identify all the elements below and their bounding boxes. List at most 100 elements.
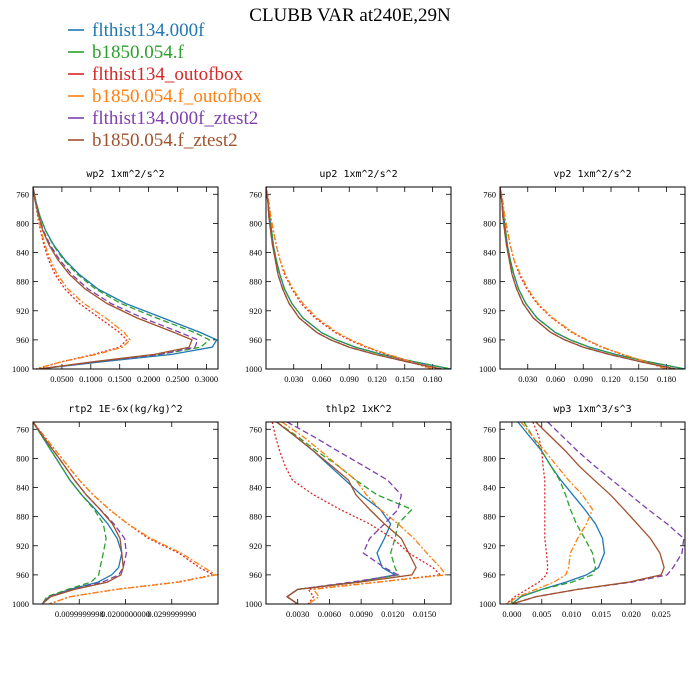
series-line-flthist134.000f <box>33 422 123 604</box>
series-line-b1850.054.f_ztest2 <box>266 187 442 369</box>
panel-frame <box>265 421 452 605</box>
y-tick-label: 960 <box>483 570 496 580</box>
series-group <box>33 187 218 369</box>
panel-4: thlp2 1xK^2 760 800 840 880 920 960 1000 0.0030 0… <box>245 404 452 619</box>
y-tick-label: 880 <box>16 512 29 522</box>
series-line-b1850.054.f <box>276 422 414 604</box>
y-tick-label: 760 <box>483 189 496 199</box>
series-group <box>505 422 685 604</box>
x-tick-label: 0.1500 <box>108 374 131 384</box>
x-tick-label: 0.0299999990 <box>147 609 196 619</box>
y-tick-label: 920 <box>249 541 262 551</box>
series-line-b1850.054.f_outofbox <box>505 422 594 604</box>
x-tick-label: 0.0200000000 <box>101 609 150 619</box>
x-tick-label: 0.0090 <box>349 609 372 619</box>
series-line-flthist134.000f_ztest2 <box>511 422 685 604</box>
x-tick-label: 0.060 <box>546 374 565 384</box>
x-tick-label: 0.150 <box>629 374 648 384</box>
x-tick-label: 0.0030 <box>286 609 309 619</box>
series-line-flthist134_outofbox <box>33 187 128 369</box>
y-tick-label: 920 <box>16 306 29 316</box>
y-tick-label: 840 <box>249 248 262 258</box>
panel-title: thlp2 1xK^2 <box>325 404 391 415</box>
x-tick-label: 0.090 <box>340 374 359 384</box>
panel-title: wp2 1xm^2/s^2 <box>86 169 164 180</box>
x-tick-label: 0.030 <box>518 374 537 384</box>
y-tick-label: 800 <box>483 453 496 463</box>
x-tick-label: 0.090 <box>574 374 593 384</box>
x-tick-label: 0.2500 <box>166 374 189 384</box>
series-line-flthist134.000f_ztest2 <box>33 422 128 604</box>
legend-label-1: b1850.054.f <box>92 42 185 63</box>
y-tick-label: 800 <box>249 218 262 228</box>
series-line-b1850.054.f_outofbox <box>266 187 433 369</box>
x-tick-label: 0.025 <box>652 609 671 619</box>
y-tick-label: 800 <box>483 218 496 228</box>
series-line-flthist134.000f <box>511 422 606 604</box>
x-tick-label: 0.180 <box>423 374 442 384</box>
series-group <box>271 422 447 604</box>
x-tick-label: 0.010 <box>562 609 581 619</box>
y-tick-label: 800 <box>249 453 262 463</box>
series-line-b1850.054.f_outofbox <box>281 422 447 604</box>
x-tick-label: 0.180 <box>657 374 676 384</box>
y-tick-label: 880 <box>483 277 496 287</box>
x-tick-label: 0.030 <box>284 374 303 384</box>
y-tick-label: 920 <box>16 541 29 551</box>
y-tick-label: 880 <box>483 512 496 522</box>
x-tick-label: 0.0099999998 <box>55 609 104 619</box>
x-tick-label: 0.3000 <box>195 374 218 384</box>
y-tick-label: 960 <box>16 570 29 580</box>
y-tick-label: 760 <box>16 189 29 199</box>
panel-5: wp3 1xm^3/s^3 760 800 840 880 920 960 1000 0.000… <box>479 404 686 619</box>
series-line-b1850.054.f <box>266 187 451 369</box>
x-tick-label: 0.120 <box>367 374 386 384</box>
panel-frame <box>32 186 219 370</box>
series-line-flthist134_outofbox <box>33 422 216 604</box>
y-tick-label: 800 <box>16 453 29 463</box>
series-line-flthist134_outofbox <box>271 422 442 604</box>
y-tick-label: 960 <box>249 335 262 345</box>
y-tick-label: 880 <box>16 277 29 287</box>
series-line-flthist134.000f_ztest2 <box>285 422 403 604</box>
x-tick-label: 0.150 <box>395 374 414 384</box>
panel-3: rtp2 1E-6x(kg/kg)^2 760 800 840 880 920 960 100… <box>12 404 219 619</box>
panel-frame <box>32 421 219 605</box>
x-tick-label: 0.1000 <box>79 374 102 384</box>
series-line-b1850.054.f_ztest2 <box>511 422 665 604</box>
chart-panels: wp2 1xm^2/s^2 760 800 840 880 920 960 1000 0.050… <box>12 169 686 619</box>
x-tick-label: 0.060 <box>312 374 331 384</box>
series-line-b1850.054.f_ztest2 <box>33 422 124 604</box>
y-tick-label: 920 <box>483 306 496 316</box>
y-tick-label: 840 <box>249 483 262 493</box>
series-line-b1850.054.f_ztest2 <box>33 187 193 369</box>
series-line-b1850.054.f_outofbox <box>500 187 667 369</box>
y-tick-label: 840 <box>16 483 29 493</box>
y-tick-label: 760 <box>249 189 262 199</box>
figure-title: CLUBB VAR at240E,29N <box>249 5 451 26</box>
series-line-b1850.054.f_outofbox <box>33 187 131 369</box>
y-tick-label: 1000 <box>479 364 496 374</box>
y-tick-label: 760 <box>16 424 29 434</box>
x-tick-label: 0.120 <box>601 374 620 384</box>
legend-label-2: flthist134_outofbox <box>92 64 243 85</box>
x-tick-label: 0.0060 <box>318 609 341 619</box>
y-tick-label: 840 <box>483 248 496 258</box>
series-line-flthist134.000f <box>500 187 685 369</box>
y-tick-label: 800 <box>16 218 29 228</box>
panel-frame <box>499 421 686 605</box>
x-tick-label: 0.015 <box>592 609 611 619</box>
x-tick-label: 0.005 <box>532 609 551 619</box>
y-tick-label: 920 <box>483 541 496 551</box>
y-tick-label: 880 <box>249 277 262 287</box>
series-line-flthist134_outofbox <box>500 187 667 369</box>
series-group <box>266 187 451 369</box>
y-tick-label: 960 <box>16 335 29 345</box>
y-tick-label: 960 <box>249 570 262 580</box>
series-line-b1850.054.f <box>511 422 597 604</box>
y-tick-label: 840 <box>16 248 29 258</box>
y-tick-label: 960 <box>483 335 496 345</box>
series-line-b1850.054.f_ztest2 <box>276 422 417 604</box>
panel-2: vp2 1xm^2/s^2 760 800 840 880 920 960 1000 0.030… <box>479 169 686 384</box>
